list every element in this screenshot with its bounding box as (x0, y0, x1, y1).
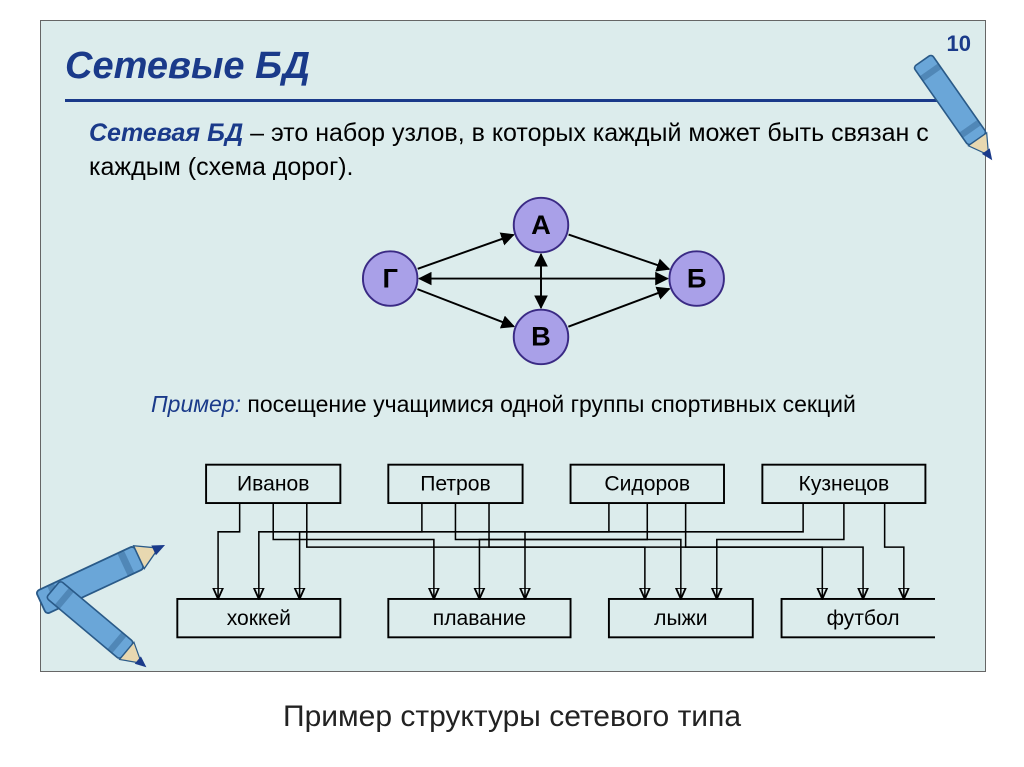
crayon-icon (10, 540, 170, 700)
title-underline (65, 99, 961, 102)
example-lead: Пример: (151, 391, 241, 417)
network-link (300, 503, 609, 599)
example-caption: Пример: посещение учащимися одной группы… (151, 391, 856, 418)
network-link (686, 503, 863, 599)
network-link (479, 503, 647, 599)
graph-edge (418, 235, 514, 269)
graph-edge (569, 235, 669, 270)
graph-edge (568, 289, 669, 327)
definition-text: Сетевая БД – это набор узлов, в которых … (89, 117, 959, 185)
graph-node-label: А (531, 209, 551, 240)
network-box-label: Сидоров (604, 473, 690, 496)
network-link (717, 503, 844, 599)
network-box-label: хоккей (227, 607, 291, 630)
network-link (259, 503, 422, 599)
network-link (218, 503, 240, 599)
graph-node-label: Г (382, 262, 397, 293)
definition-term: Сетевая БД (89, 119, 243, 147)
network-box-label: Кузнецов (799, 473, 890, 496)
network-link (885, 503, 904, 599)
network-box-label: футбол (827, 607, 900, 630)
network-box-label: Петров (420, 473, 491, 496)
network-box-label: плавание (433, 607, 526, 630)
network-link (307, 503, 645, 599)
network-box-label: лыжи (654, 607, 707, 630)
network-link (525, 503, 803, 599)
graph-edge (417, 289, 513, 326)
network-link (489, 503, 822, 599)
abvg-graph: А Б В Г (331, 191, 751, 371)
network-box-label: Иванов (237, 473, 309, 496)
slide-frame: 10 Сетевые БД Сетевая БД – это набор узл… (40, 20, 986, 672)
slide-title: Сетевые БД (65, 45, 310, 88)
students-sports-network: Иванов Петров Сидоров Кузнецов хоккей плавани… (91, 441, 935, 661)
graph-node-label: Б (687, 262, 707, 293)
example-text: посещение учащимися одной группы спортив… (241, 391, 856, 417)
network-link (273, 503, 434, 599)
crayon-icon (870, 0, 1024, 200)
bottom-caption: Пример структуры сетевого типа (0, 700, 1024, 734)
graph-node-label: В (531, 321, 551, 352)
